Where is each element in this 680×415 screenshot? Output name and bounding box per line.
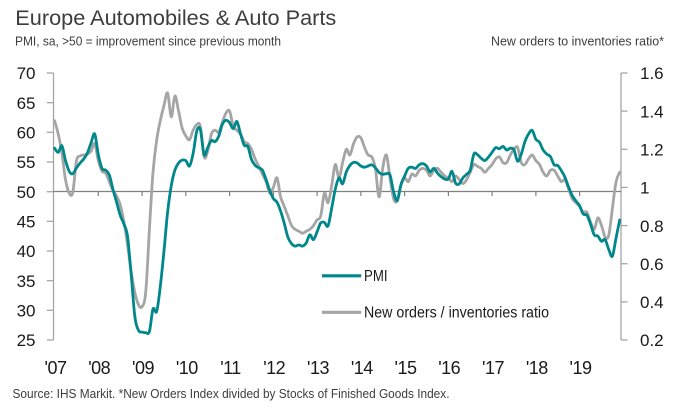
svg-text:0.6: 0.6 xyxy=(640,255,664,274)
svg-text:50: 50 xyxy=(17,183,36,202)
svg-text:1.2: 1.2 xyxy=(640,141,664,160)
svg-text:1.6: 1.6 xyxy=(640,64,664,83)
svg-text:25: 25 xyxy=(17,331,36,350)
svg-text:'09: '09 xyxy=(132,358,154,378)
svg-text:PMI, sa, >50 = improvement sin: PMI, sa, >50 = improvement since previou… xyxy=(15,33,281,48)
svg-text:Source: IHS Markit. *New Order: Source: IHS Markit. *New Orders Index di… xyxy=(13,386,450,401)
svg-text:'14: '14 xyxy=(351,358,373,378)
svg-text:0.2: 0.2 xyxy=(640,331,664,350)
svg-text:'16: '16 xyxy=(438,358,460,378)
svg-text:New orders / inventories ratio: New orders / inventories ratio xyxy=(364,305,549,322)
svg-text:'08: '08 xyxy=(88,358,110,378)
svg-text:0.8: 0.8 xyxy=(640,217,664,236)
svg-text:'07: '07 xyxy=(45,358,67,378)
svg-text:1: 1 xyxy=(640,179,649,198)
svg-text:65: 65 xyxy=(17,94,36,113)
svg-text:60: 60 xyxy=(17,124,36,143)
svg-text:'19: '19 xyxy=(570,358,592,378)
svg-text:'12: '12 xyxy=(263,358,285,378)
svg-text:Europe Automobiles & Auto Part: Europe Automobiles & Auto Parts xyxy=(15,7,336,30)
svg-text:70: 70 xyxy=(17,64,36,83)
svg-text:'18: '18 xyxy=(526,358,548,378)
svg-text:'11: '11 xyxy=(220,358,241,378)
svg-text:New orders to inventories rati: New orders to inventories ratio* xyxy=(491,33,664,48)
svg-text:40: 40 xyxy=(17,242,36,261)
svg-text:PMI: PMI xyxy=(364,268,388,285)
svg-text:'10: '10 xyxy=(176,358,198,378)
svg-text:55: 55 xyxy=(17,153,36,172)
svg-text:30: 30 xyxy=(17,302,36,321)
svg-text:'15: '15 xyxy=(395,358,417,378)
svg-text:0.4: 0.4 xyxy=(640,293,664,312)
svg-text:1.4: 1.4 xyxy=(640,102,664,121)
svg-text:35: 35 xyxy=(17,272,36,291)
svg-text:'17: '17 xyxy=(482,358,504,378)
svg-text:45: 45 xyxy=(17,213,36,232)
svg-text:'13: '13 xyxy=(307,358,329,378)
